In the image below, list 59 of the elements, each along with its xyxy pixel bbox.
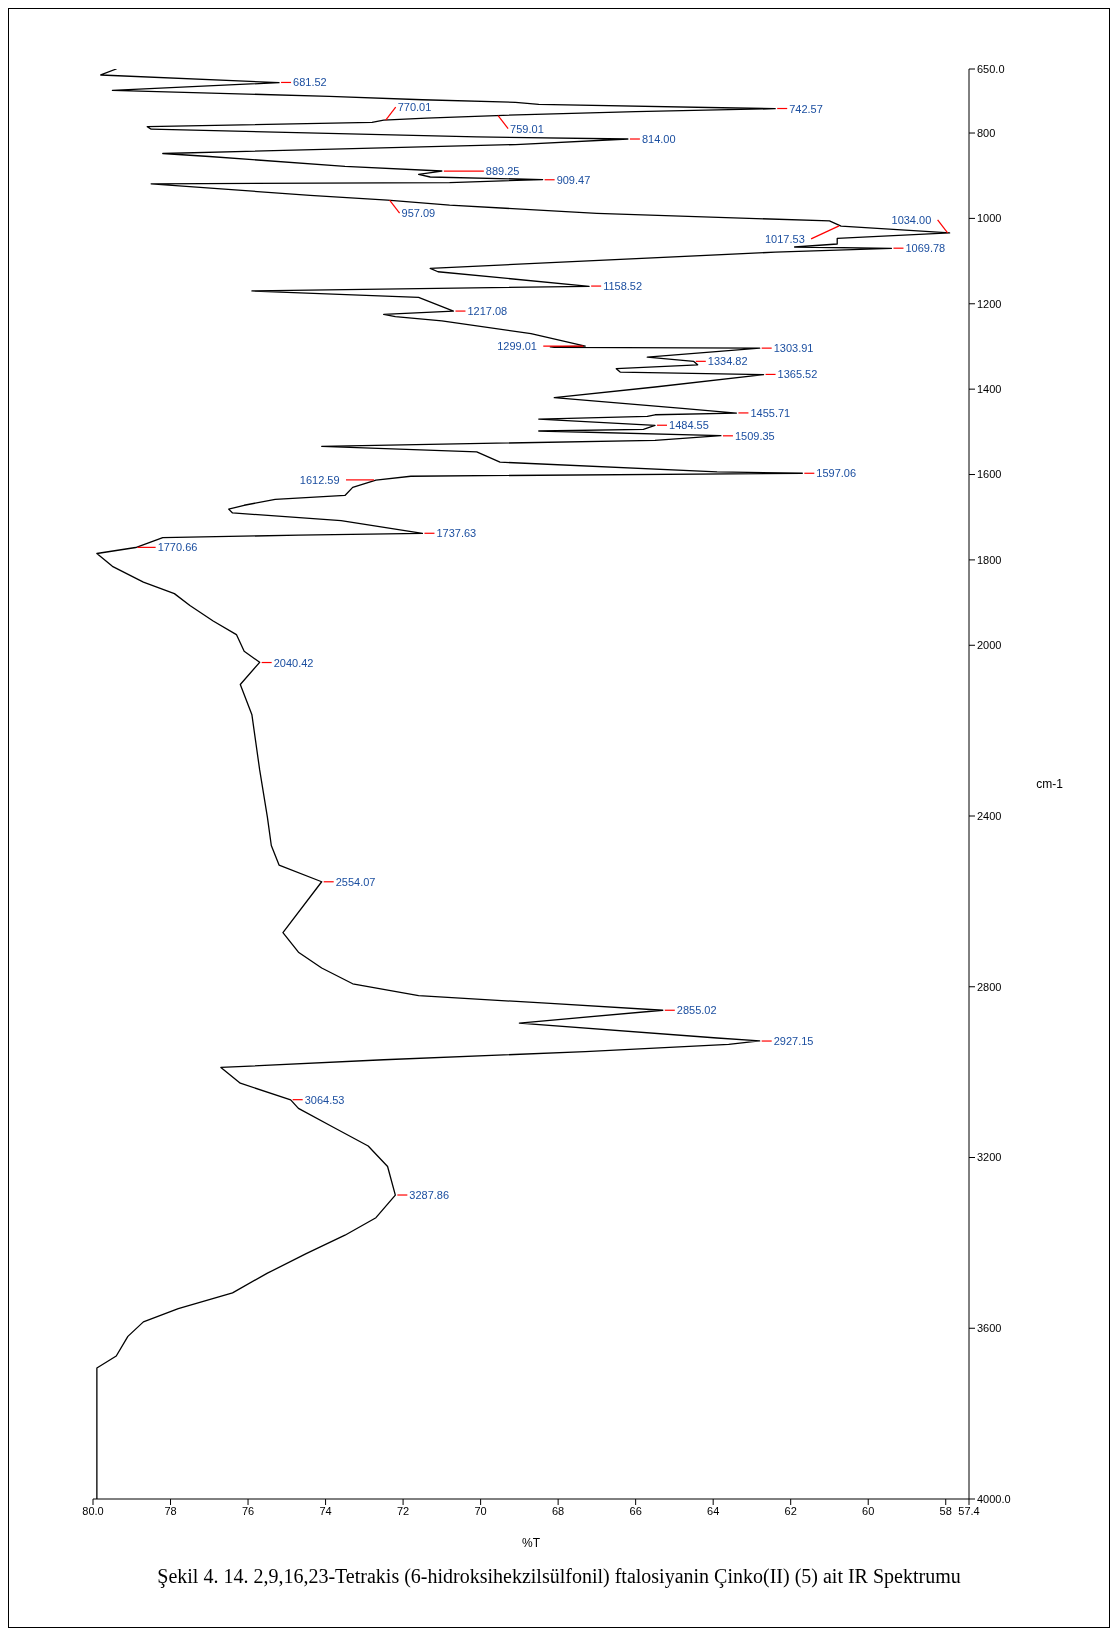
annotation: 3064.53 — [304, 1093, 345, 1106]
annotation: 814.00 — [641, 133, 676, 146]
annotation: 1017.53 — [764, 232, 805, 245]
y-tick-label: 2800 — [977, 980, 1002, 993]
y-axis-title: cm-1 — [1036, 777, 1064, 792]
y-tick-label: 2000 — [977, 639, 1002, 652]
text: Şekil 4. 14. 2,9,16,23-Tetrakis (6-hidroksihekzilsülfonil) ftalosiyanin Çinko(II) (5) ait IR Spektrumu — [156, 1564, 962, 1589]
annotation: 1612.59 — [299, 473, 340, 486]
y-tick-label: 1800 — [977, 553, 1002, 566]
y-tick-label: 4000.0 — [977, 1492, 1011, 1505]
annotation: 1770.66 — [157, 541, 198, 554]
x-tick-label: 64 — [707, 1504, 720, 1517]
annotation: 1303.91 — [773, 342, 814, 355]
annotation: 957.09 — [401, 207, 436, 220]
annotation: 1509.35 — [734, 429, 775, 442]
annotation: 1737.63 — [436, 527, 477, 540]
y-tick-label: 3600 — [977, 1322, 1002, 1335]
annotation: 759.01 — [510, 122, 544, 135]
x-tick-label: 57.4 — [958, 1504, 980, 1517]
annotation: 1334.82 — [707, 355, 748, 368]
annotation: 1034.00 — [891, 213, 932, 226]
x-tick-label: 80.0 — [82, 1504, 104, 1517]
annotation: 889.25 — [485, 165, 520, 178]
x-tick-label: 76 — [241, 1504, 255, 1517]
annotation: 909.47 — [556, 173, 591, 186]
y-tick-label: 2400 — [977, 809, 1002, 822]
annotation: 2554.07 — [335, 875, 376, 888]
y-tick-label: 1000 — [977, 212, 1002, 225]
annotation: 1069.78 — [905, 242, 946, 255]
x-tick-label: 58 — [939, 1504, 952, 1517]
x-tick-label: 74 — [319, 1504, 332, 1517]
x-tick-label: 78 — [164, 1504, 177, 1517]
x-tick-label: 70 — [474, 1504, 487, 1517]
annotation: 1158.52 — [603, 280, 643, 293]
annotation: 770.01 — [397, 101, 432, 114]
y-tick-label: 650.0 — [977, 62, 1005, 75]
annotation: 742.57 — [789, 102, 823, 115]
y-tick-label: 1200 — [977, 297, 1002, 310]
annotation: 1365.52 — [777, 368, 818, 381]
annotation: 1597.06 — [816, 467, 857, 480]
annotation: 1217.08 — [467, 305, 508, 318]
y-tick-label: 800 — [977, 126, 996, 139]
y-tick-label: 1600 — [977, 468, 1002, 481]
x-tick-label: 68 — [552, 1504, 565, 1517]
annotation: 2927.15 — [773, 1035, 814, 1048]
annotation: 1484.55 — [669, 419, 709, 432]
x-axis-title: %T — [522, 1536, 541, 1550]
annotation: 3287.86 — [409, 1189, 450, 1202]
annotation: 2855.02 — [676, 1004, 717, 1017]
y-tick-label: 1400 — [977, 383, 1002, 396]
annotation: 1299.01 — [497, 340, 537, 353]
x-tick-label: 60 — [862, 1504, 875, 1517]
x-tick-label: 62 — [784, 1504, 797, 1517]
annotation: 2040.42 — [273, 656, 314, 669]
annotation: 1455.71 — [750, 406, 791, 419]
x-tick-label: 66 — [629, 1504, 642, 1517]
x-tick-label: 72 — [396, 1504, 410, 1517]
annotation: 681.52 — [293, 76, 327, 89]
y-tick-label: 3200 — [977, 1151, 1002, 1164]
